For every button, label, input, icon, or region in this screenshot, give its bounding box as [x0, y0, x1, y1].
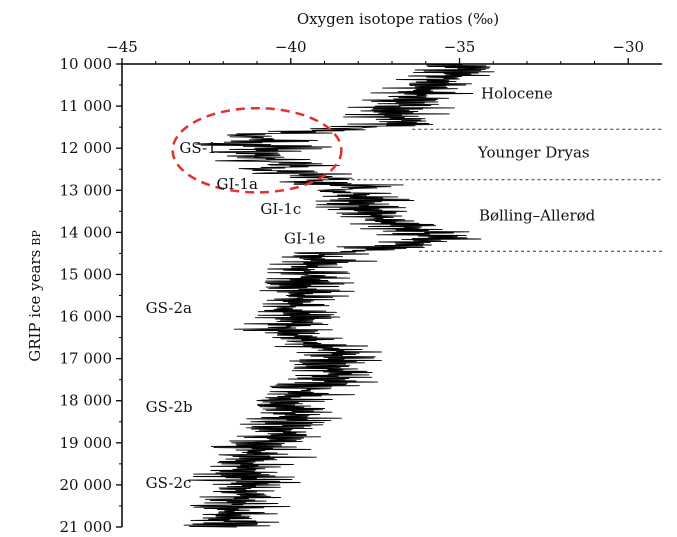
series-group [183, 63, 495, 528]
highlight-group [171, 106, 343, 194]
y-tick-label: 10 000 [60, 55, 113, 73]
y-tick-label: 17 000 [60, 350, 113, 368]
period-boundaries [351, 128, 662, 252]
stage-label: GI-1a [217, 175, 259, 193]
stage-label: GI-1e [284, 230, 326, 248]
isotope-series-line [183, 63, 495, 528]
stage-label: GS-2a [146, 299, 192, 317]
y-tick-label: 21 000 [60, 518, 113, 536]
highlight-ellipse [171, 106, 343, 194]
y-tick-label: 16 000 [60, 308, 113, 326]
annotations: Holocene Younger Dryas Bølling–Allerød GS-1… [146, 84, 596, 491]
stage-label: GI-1c [260, 200, 301, 218]
x-tick-label: −30 [612, 38, 644, 56]
y-axis-title-main: GRIP ice years [26, 250, 44, 362]
x-axis-title: Oxygen isotope ratios (‰) [297, 10, 499, 28]
period-label: Younger Dryas [477, 143, 590, 161]
period-label: Bølling–Allerød [479, 207, 596, 225]
x-tick-label: −40 [275, 38, 307, 56]
stage-label: GS-2b [146, 398, 193, 416]
y-tick-label: 15 000 [60, 265, 113, 283]
y-axis-title-suffix: BP [30, 230, 43, 246]
y-tick-label: 19 000 [60, 434, 113, 452]
y-axis-title: GRIP ice years BP [26, 230, 44, 362]
x-ticks: −45 −40 −35 −30 [106, 38, 644, 64]
stage-label: GS-2c [146, 474, 192, 492]
y-tick-label: 18 000 [60, 392, 113, 410]
plot-frame [121, 63, 662, 527]
y-tick-label: 20 000 [60, 476, 113, 494]
y-tick-label: 13 000 [60, 181, 113, 199]
stage-label: GS-1 [179, 139, 216, 157]
y-tick-label: 11 000 [60, 97, 113, 115]
x-tick-label: −45 [106, 38, 138, 56]
y-tick-label: 14 000 [60, 223, 113, 241]
y-tick-label: 12 000 [60, 139, 113, 157]
period-label: Holocene [481, 84, 553, 102]
x-tick-label: −35 [444, 38, 476, 56]
y-ticks: 10 000 11 000 12 000 13 000 14 000 15 000 16 0… [60, 55, 122, 536]
